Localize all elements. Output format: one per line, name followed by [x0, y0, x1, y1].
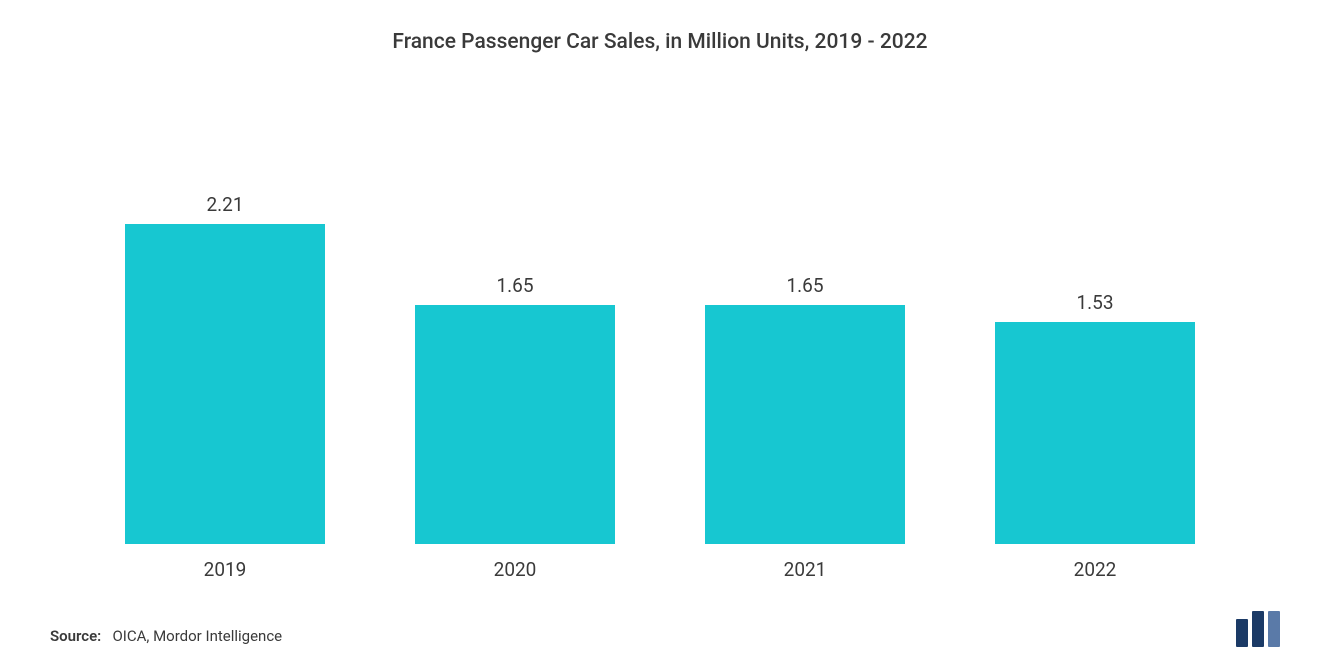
- bar-chart-area: 2.21 1.65 1.65 1.53: [80, 114, 1240, 544]
- bar: [995, 322, 1195, 544]
- bar-value-label: 1.65: [786, 274, 823, 297]
- chart-title: France Passenger Car Sales, in Million U…: [50, 30, 1270, 54]
- bar-value-label: 1.65: [496, 274, 533, 297]
- bar-group: 2.21: [125, 193, 325, 544]
- x-axis-label: 2020: [415, 558, 615, 581]
- chart-container: France Passenger Car Sales, in Million U…: [0, 0, 1320, 665]
- x-axis-label: 2019: [125, 558, 325, 581]
- source-label: Source:: [50, 627, 101, 645]
- x-axis-label: 2022: [995, 558, 1195, 581]
- bar-group: 1.65: [705, 274, 905, 544]
- logo-bar-icon: [1268, 611, 1280, 647]
- bar: [705, 305, 905, 544]
- source-value: OICA, Mordor Intelligence: [112, 627, 282, 645]
- bar-group: 1.65: [415, 274, 615, 544]
- bar-group: 1.53: [995, 291, 1195, 544]
- source-line: Source: OICA, Mordor Intelligence: [50, 627, 282, 645]
- bar-value-label: 2.21: [206, 193, 243, 216]
- brand-logo: [1236, 611, 1280, 647]
- bar-value-label: 1.53: [1076, 291, 1113, 314]
- bar: [125, 224, 325, 544]
- bar: [415, 305, 615, 544]
- logo-bar-icon: [1252, 611, 1264, 647]
- logo-bar-icon: [1236, 619, 1248, 647]
- x-axis: 2019 2020 2021 2022: [80, 558, 1240, 581]
- x-axis-label: 2021: [705, 558, 905, 581]
